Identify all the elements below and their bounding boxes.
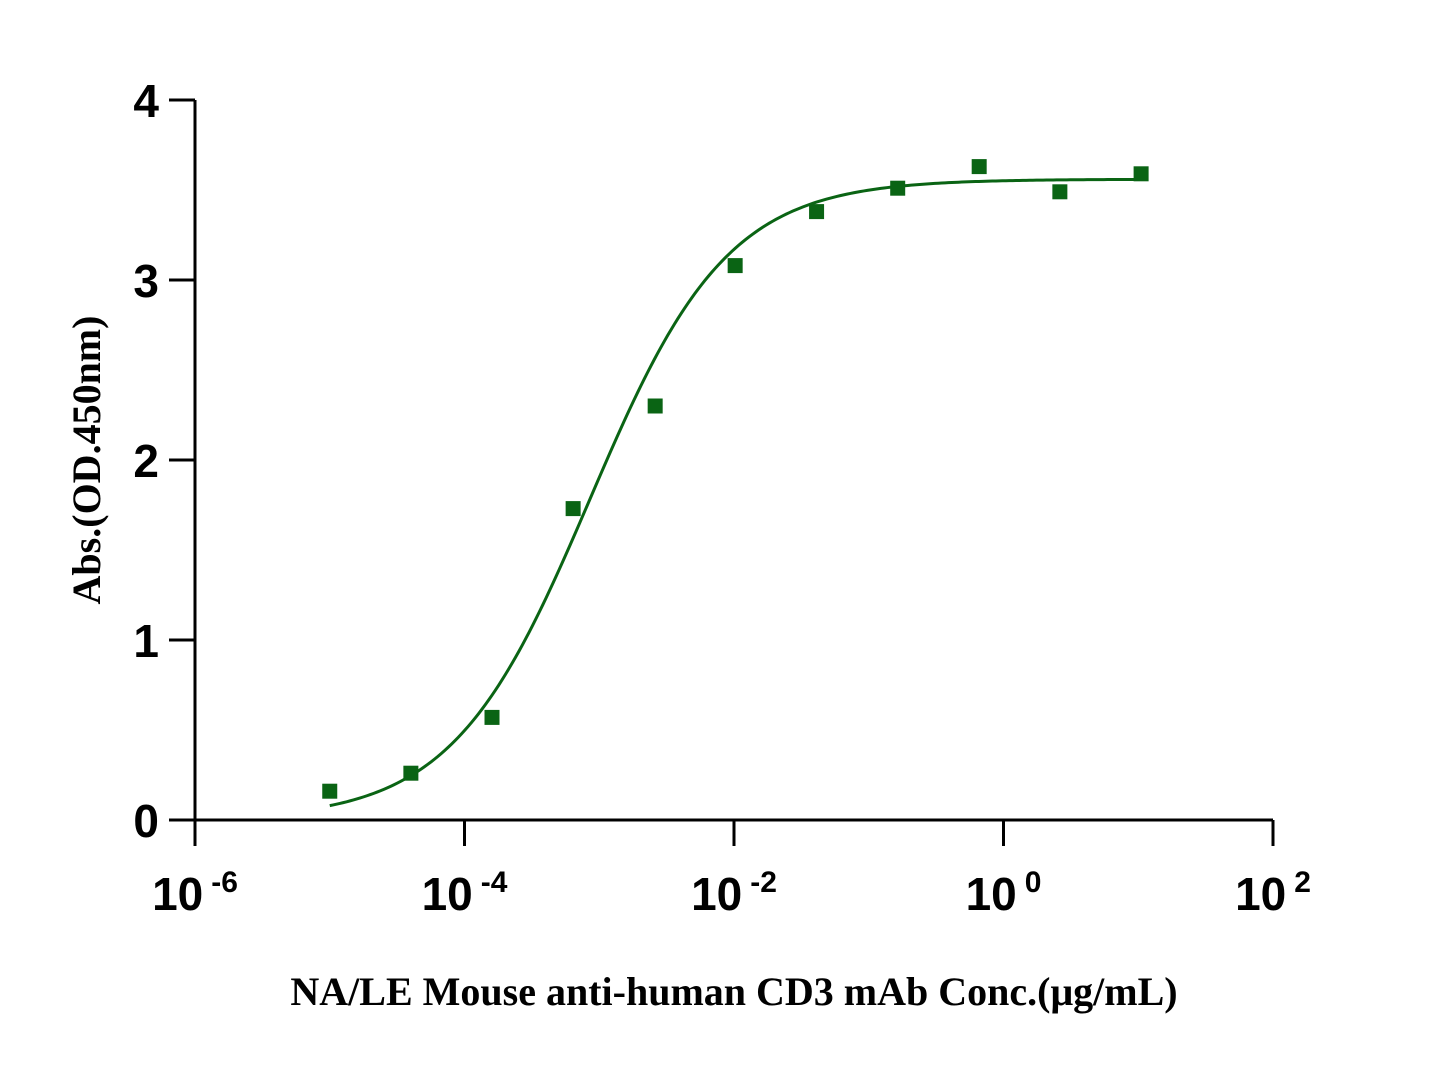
data-point (565, 501, 581, 517)
data-point (403, 765, 419, 781)
x-tick-label: 10 -2 (691, 866, 777, 920)
y-tick-label: 3 (133, 255, 159, 307)
x-tick-label: 10 -6 (152, 866, 238, 920)
y-axis-title: Abs.(OD.450nm) (64, 316, 109, 605)
x-axis-title: NA/LE Mouse anti-human CD3 mAb Conc.(μg/… (290, 969, 1177, 1014)
data-point (809, 204, 825, 220)
x-ticks: 10 -6 10 -4 10 -2 10 0 10 2 (152, 820, 1311, 920)
y-tick-label: 1 (133, 615, 159, 667)
data-point (727, 258, 743, 274)
y-tick-label: 2 (133, 435, 159, 487)
x-tick-label: 10 0 (966, 866, 1042, 920)
x-tick-label: 10 -4 (422, 866, 508, 920)
plot-area (322, 159, 1149, 808)
y-axis: 0 1 2 3 4 (133, 75, 197, 847)
y-tick-label: 0 (133, 795, 159, 847)
data-point (484, 709, 500, 725)
y-ticks: 0 1 2 3 4 (133, 75, 195, 847)
y-tick-label: 4 (133, 75, 159, 127)
data-point (1052, 184, 1068, 200)
x-tick-label: 10 2 (1235, 866, 1311, 920)
data-point (971, 159, 987, 175)
x-axis: 10 -6 10 -4 10 -2 10 0 10 2 (152, 818, 1311, 920)
data-point (890, 180, 906, 196)
data-point (1133, 166, 1149, 182)
fit-curve (329, 177, 1142, 808)
data-point (322, 783, 338, 799)
data-point (647, 398, 663, 414)
data-points (322, 159, 1149, 799)
